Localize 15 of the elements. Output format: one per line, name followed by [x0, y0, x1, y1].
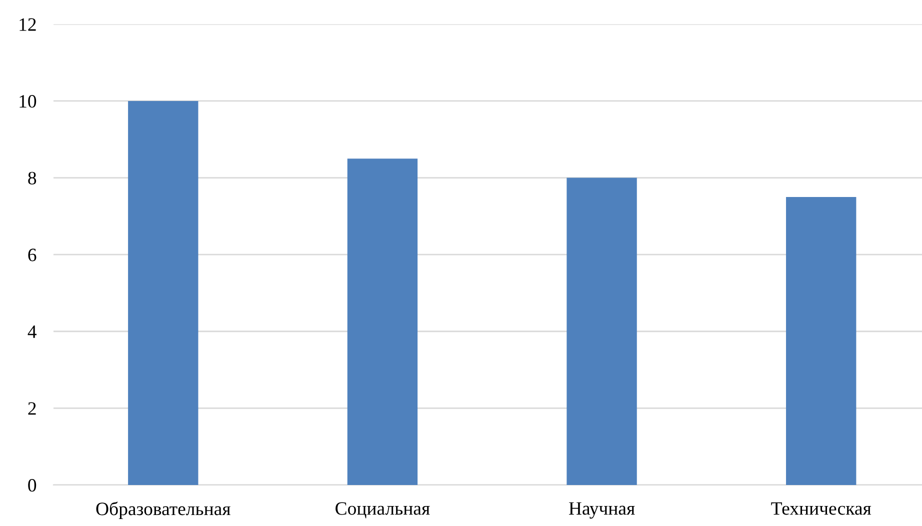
x-tick-label: Научная — [568, 502, 635, 519]
y-tick-label: 6 — [28, 248, 36, 262]
y-tick-label: 4 — [28, 326, 37, 338]
x-tick-label: Социальная — [336, 502, 430, 518]
y-tick-label: 8 — [28, 172, 36, 184]
bar — [786, 196, 856, 485]
y-tick-label: 12 — [20, 18, 36, 31]
y-tick-label: 2 — [28, 402, 36, 415]
y-tick-label: 0 — [28, 479, 36, 492]
x-tick-label: Техническая — [771, 502, 872, 515]
bar — [128, 100, 198, 485]
bar — [347, 158, 418, 485]
bar — [566, 178, 637, 485]
y-tick-label: 10 — [20, 95, 36, 108]
x-tick-label: Образовательная — [96, 502, 230, 520]
